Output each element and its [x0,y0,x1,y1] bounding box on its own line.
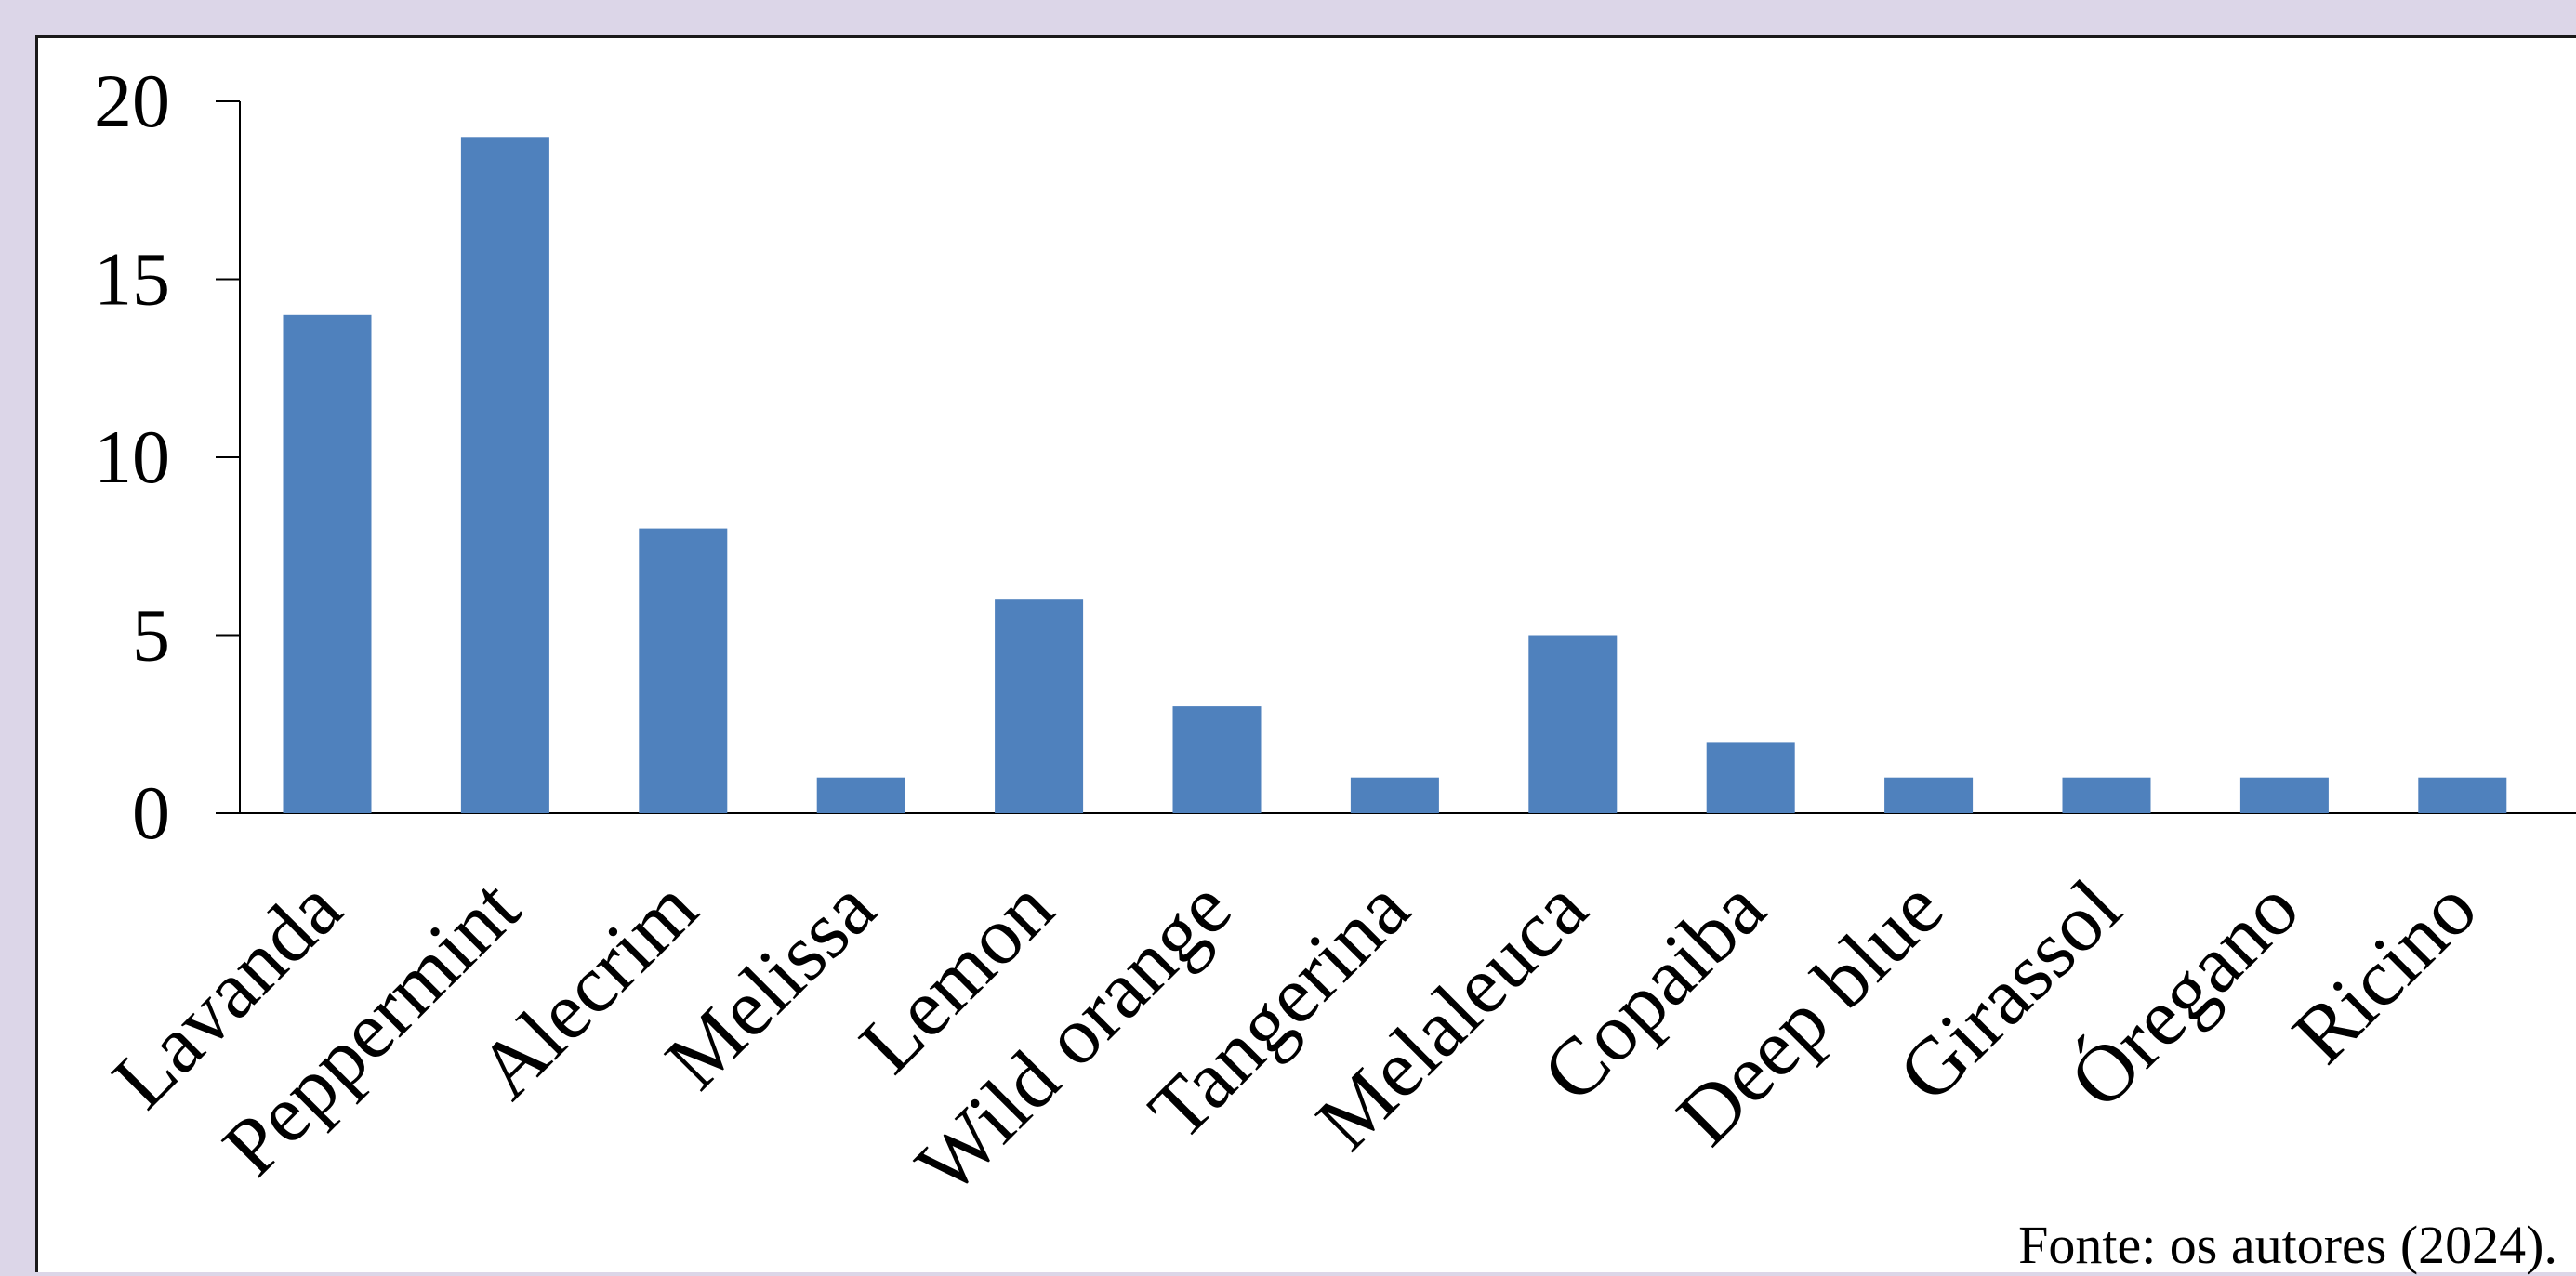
x-axis-labels: LavandaPeppermintAlecrimMelissaLemonWild… [96,863,2494,1212]
bar-girassol [2062,777,2151,813]
y-tick-label: 10 [94,414,170,499]
bar-lemon [995,599,1084,813]
bar-alecrim [639,528,728,813]
bar-óregano [2239,777,2329,813]
source-note: Fonte: os autores (2024). [2018,1215,2557,1275]
bar-copaiba [1706,742,1795,813]
bar-peppermint [460,137,549,814]
bar-melissa [816,777,905,813]
x-category-label: Ricino [2276,863,2494,1082]
bar-melaleuca [1528,635,1618,813]
bar-lavanda [283,314,372,813]
chart-bars [283,137,2507,814]
bar-deep-blue [1884,777,1974,813]
bar-wild-orange [1172,706,1262,813]
bar-ricino [2418,777,2507,813]
y-tick-label: 15 [94,237,170,322]
chart-axes [239,101,2576,814]
bar-tangerina [1350,777,1439,813]
y-tick-label: 5 [132,593,170,677]
chart-frame: 0 5 10 15 20 Lavanda Peppermint Alecrim Melissa… [35,35,2576,1275]
y-axis-ticks: 0 5 10 15 20 [94,59,240,855]
y-tick-label: 20 [94,59,170,143]
bar-chart: 0 5 10 15 20 LavandaPeppermintAlecrimMelissa… [94,59,2576,1212]
y-tick-label: 0 [132,770,170,855]
